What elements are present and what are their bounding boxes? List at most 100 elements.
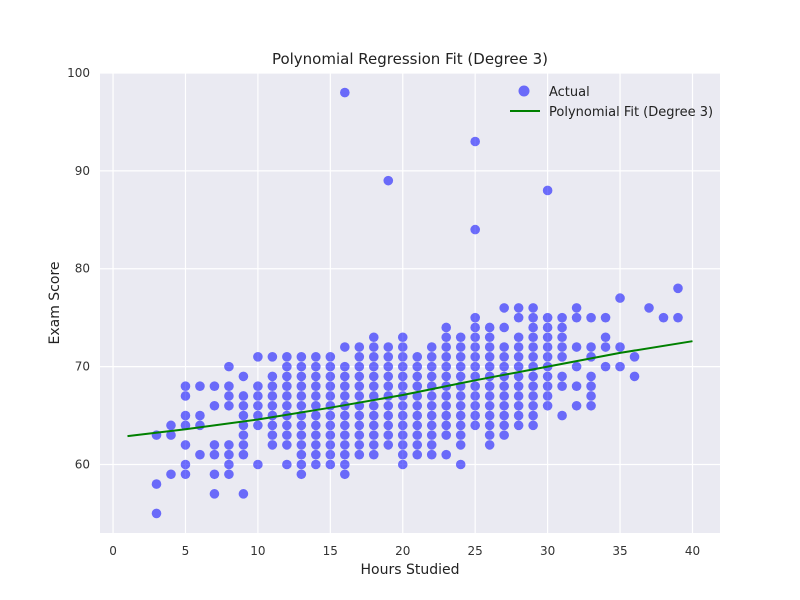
data-point [513, 312, 524, 323]
data-point [571, 381, 582, 391]
legend: Actual Polynomial Fit (Degree 3) [510, 85, 713, 120]
data-point [282, 352, 292, 362]
data-point [311, 440, 321, 450]
data-point [470, 361, 480, 372]
x-tick-label: 25 [468, 544, 483, 558]
data-point [383, 352, 394, 362]
data-point [441, 352, 452, 362]
data-point [296, 430, 307, 440]
data-point [282, 430, 292, 440]
data-point [325, 420, 336, 431]
data-point [209, 469, 220, 480]
data-point [296, 371, 307, 382]
data-point [397, 449, 408, 460]
data-point [470, 322, 480, 333]
data-point [542, 371, 553, 382]
data-point [325, 449, 336, 460]
data-point [209, 400, 220, 411]
data-point [586, 400, 596, 411]
data-point [238, 391, 249, 401]
data-point [542, 322, 553, 333]
data-point [470, 381, 480, 391]
data-point [455, 459, 466, 470]
data-point [499, 410, 509, 421]
data-point [571, 361, 582, 372]
data-point [455, 400, 466, 411]
data-point [484, 361, 495, 372]
x-tick-label: 15 [323, 544, 338, 558]
data-point [499, 361, 509, 372]
data-point [151, 479, 162, 489]
data-point [383, 361, 394, 372]
data-point [499, 430, 509, 440]
data-point [658, 312, 669, 323]
data-point [282, 381, 292, 391]
data-point [412, 381, 423, 391]
tick-labels: 0 5 10 15 20 25 30 35 40 60 70 80 90 100 [67, 66, 700, 558]
data-point [354, 381, 365, 391]
data-point [455, 440, 466, 450]
data-point [238, 430, 249, 440]
data-point [542, 342, 553, 352]
data-point [340, 410, 350, 421]
data-point [513, 391, 524, 401]
data-point [368, 420, 379, 431]
data-point [180, 440, 191, 450]
chart-title: Polynomial Regression Fit (Degree 3) [272, 50, 548, 68]
data-point [426, 391, 437, 401]
data-point [296, 381, 307, 391]
data-point [325, 391, 336, 401]
data-point [513, 381, 524, 391]
data-point [600, 361, 611, 372]
data-point [340, 381, 350, 391]
data-point [513, 361, 524, 372]
y-axis-label: Exam Score [47, 261, 63, 344]
data-point [644, 303, 654, 313]
data-point [412, 391, 423, 401]
data-point [426, 371, 437, 382]
data-point [311, 420, 321, 431]
data-point [151, 508, 162, 519]
data-point [383, 371, 394, 382]
data-point [470, 371, 480, 382]
data-point [542, 391, 553, 401]
data-point [557, 342, 567, 352]
data-point [455, 352, 466, 362]
data-point [282, 459, 292, 470]
data-point [528, 420, 538, 431]
data-point [557, 381, 567, 391]
data-point [267, 381, 278, 391]
data-point [484, 391, 495, 401]
data-point [673, 283, 683, 294]
data-point [484, 410, 495, 421]
data-point [470, 352, 480, 362]
data-point [253, 410, 263, 421]
data-point [600, 312, 611, 323]
data-point [484, 420, 495, 431]
data-point [441, 361, 452, 372]
data-point [441, 332, 452, 343]
data-point [180, 410, 191, 421]
data-point [455, 430, 466, 440]
data-point [267, 400, 278, 411]
data-point [426, 420, 437, 431]
data-point [340, 440, 350, 450]
data-point [180, 420, 191, 431]
data-point [528, 381, 538, 391]
data-point [557, 322, 567, 333]
data-point [368, 371, 379, 382]
data-point [499, 391, 509, 401]
data-point [282, 420, 292, 431]
data-point [571, 400, 582, 411]
data-point [340, 449, 350, 460]
data-point [426, 400, 437, 411]
data-point [499, 381, 509, 391]
data-point [224, 361, 234, 372]
data-point [441, 322, 452, 333]
data-point [470, 391, 480, 401]
data-point [397, 459, 408, 470]
data-point [586, 342, 596, 352]
data-point [340, 430, 350, 440]
data-point [571, 312, 582, 323]
data-point [397, 381, 408, 391]
